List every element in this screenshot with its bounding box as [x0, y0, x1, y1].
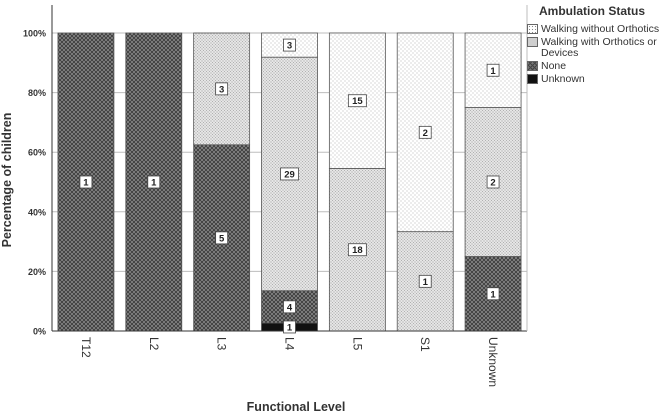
data-label-box-l3-walking-with-orthotics-or-devices — [215, 82, 229, 96]
legend-item-walking-with: Walking with Orthotics or Devices — [527, 37, 669, 59]
legend-swatch-walking-without — [527, 24, 538, 34]
legend-label-unknown: Unknown — [541, 73, 585, 85]
legend-swatch-none — [527, 61, 538, 71]
data-label-l4-walking-with-orthotics-or-devices: 29 — [284, 169, 295, 180]
data-label-box-l4-unknown — [283, 320, 296, 334]
y-axis-label: Percentage of children — [0, 113, 14, 248]
x-tick-label-t12: T12 — [79, 337, 93, 358]
data-label-s1-walking-with-orthotics-or-devices: 1 — [423, 277, 429, 288]
data-label-s1-walking-without-orthotics: 2 — [423, 128, 428, 139]
data-label-l5-walking-without-orthotics: 15 — [352, 96, 363, 107]
data-label-box-l4-walking-with-orthotics-or-devices — [280, 167, 299, 181]
data-label-box-l4-none — [283, 300, 296, 314]
y-tick-label: 80% — [28, 88, 46, 98]
legend-label-walking-without: Walking without Orthotics — [541, 23, 660, 35]
legend-label-none: None — [541, 60, 567, 72]
data-label-unknown-walking-with-orthotics-or-devices: 2 — [490, 178, 495, 189]
y-tick-label: 0% — [33, 327, 46, 337]
y-tick-label: 100% — [23, 29, 46, 39]
x-tick-label-s1: S1 — [418, 337, 432, 352]
legend-title: Ambulation Status — [539, 4, 646, 18]
x-tick-label-unknown: Unknown — [486, 337, 500, 387]
data-label-t12-none: 1 — [83, 178, 89, 189]
x-tick-label-l2: L2 — [147, 337, 161, 351]
y-tick-label: 60% — [28, 148, 46, 158]
legend-swatch-unknown — [527, 74, 538, 84]
legend-swatch-walking-with — [527, 37, 538, 47]
data-label-unknown-none: 1 — [490, 289, 496, 300]
data-label-l3-walking-with-orthotics-or-devices: 3 — [219, 84, 224, 95]
data-label-box-l3-none — [215, 231, 229, 245]
data-label-box-s1-walking-with-orthotics-or-devices — [418, 274, 432, 288]
x-tick-label-l4: L4 — [283, 337, 297, 351]
data-label-l2-none: 1 — [151, 178, 157, 189]
data-label-box-l4-walking-without-orthotics — [283, 38, 296, 52]
legend-item-walking-without: Walking without Orthotics — [527, 24, 669, 35]
data-label-box-l2-none — [147, 175, 161, 189]
data-label-box-t12-none — [79, 175, 93, 189]
legend-item-unknown: Unknown — [527, 74, 669, 85]
data-label-box-l5-walking-without-orthotics — [347, 94, 367, 108]
y-tick-label: 40% — [28, 207, 46, 217]
data-label-box-s1-walking-without-orthotics — [418, 125, 432, 139]
x-tick-label-l5: L5 — [350, 337, 364, 351]
data-label-box-unknown-none — [486, 287, 500, 301]
data-label-l4-unknown: 1 — [287, 322, 293, 333]
data-label-l4-walking-without-orthotics: 3 — [287, 41, 292, 52]
data-label-unknown-walking-without-orthotics: 1 — [490, 66, 496, 77]
legend: Ambulation Status Walking without Orthot… — [527, 4, 669, 87]
y-tick-label: 20% — [28, 267, 46, 277]
data-label-l5-walking-with-orthotics-or-devices: 18 — [352, 245, 363, 256]
data-label-l4-none: 4 — [287, 302, 293, 313]
legend-label-walking-with: Walking with Orthotics or Devices — [541, 36, 657, 59]
bars — [57, 32, 522, 332]
data-label-box-l5-walking-with-orthotics-or-devices — [347, 243, 367, 257]
data-label-l3-none: 5 — [219, 233, 225, 244]
tick-labels: 0% 20% 40% 60% 80% 100% T12 L2 L3 L4 L5 S1 Unknown — [23, 29, 500, 388]
x-tick-label-l3: L3 — [215, 337, 229, 351]
x-axis-label: Functional Level — [247, 400, 346, 414]
data-label-box-unknown-walking-with-orthotics-or-devices — [486, 175, 500, 189]
legend-item-none: None — [527, 61, 669, 72]
data-label-box-unknown-walking-without-orthotics — [486, 63, 500, 77]
